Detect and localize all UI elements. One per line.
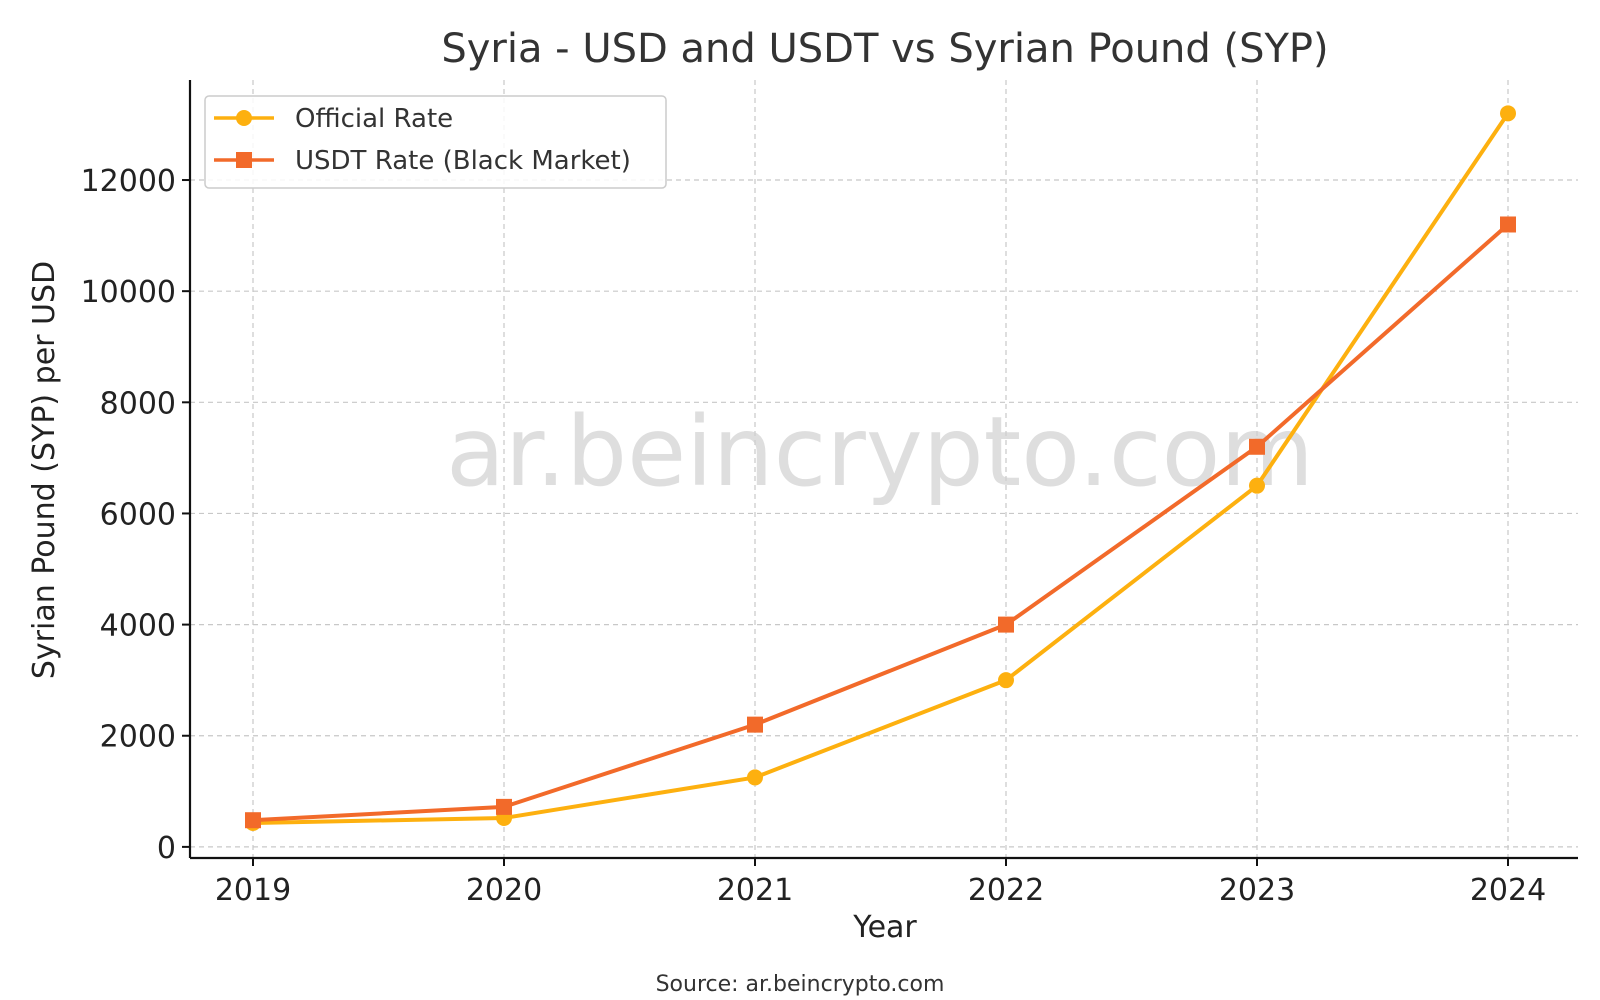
series-usdt-rate — [245, 216, 1516, 829]
series-lines — [245, 105, 1516, 831]
y-tick-label: 10000 — [81, 275, 176, 310]
data-point-circle — [1249, 477, 1265, 494]
data-point-square — [496, 798, 512, 815]
x-tick-label: 2023 — [1219, 873, 1295, 908]
legend-label-usdt: USDT Rate (Black Market) — [295, 146, 631, 176]
data-point-square — [747, 716, 763, 733]
y-tick-label: 2000 — [100, 720, 176, 755]
series-line — [252, 112, 1510, 825]
data-point-circle — [1500, 105, 1516, 122]
grid-lines — [190, 80, 1578, 858]
x-tick-label: 2020 — [466, 873, 542, 908]
legend-label-official: Official Rate — [295, 104, 453, 134]
y-tick-label: 12000 — [81, 164, 176, 199]
legend-box — [204, 95, 667, 189]
y-tick-label: 4000 — [100, 609, 176, 644]
chart-title: Syria - USD and USDT vs Syrian Pound (SY… — [441, 26, 1328, 72]
data-point-circle — [998, 672, 1014, 689]
x-tick-label: 2022 — [968, 873, 1044, 908]
y-tick-label: 0 — [157, 831, 176, 866]
y-axis-label: Syrian Pound (SYP) per USD — [27, 261, 62, 679]
data-point-square — [1500, 216, 1516, 233]
x-tick-label: 2019 — [215, 873, 291, 908]
watermark-text: ar.beincrypto.com — [446, 396, 1314, 508]
legend-marker-official — [236, 110, 252, 126]
y-tick-label: 6000 — [100, 497, 176, 532]
x-tick-label: 2024 — [1470, 873, 1546, 908]
x-tick-label: 2021 — [717, 873, 793, 908]
axis-ticks: 0 2000 4000 6000 8000 10000 12000 2019 2020 2021 2… — [81, 164, 1547, 908]
series-line — [252, 222, 1510, 823]
data-point-circle — [747, 769, 763, 786]
y-tick-label: 8000 — [100, 386, 176, 421]
legend-marker-usdt — [236, 152, 252, 168]
data-point-square — [245, 812, 261, 829]
axes — [188, 80, 1578, 860]
data-point-square — [1249, 438, 1265, 455]
source-text: Source: ar.beincrypto.com — [656, 972, 945, 997]
data-point-square — [998, 616, 1014, 633]
x-axis-label: Year — [852, 910, 917, 945]
legend: Official Rate USDT Rate (Black Market) — [204, 95, 667, 189]
